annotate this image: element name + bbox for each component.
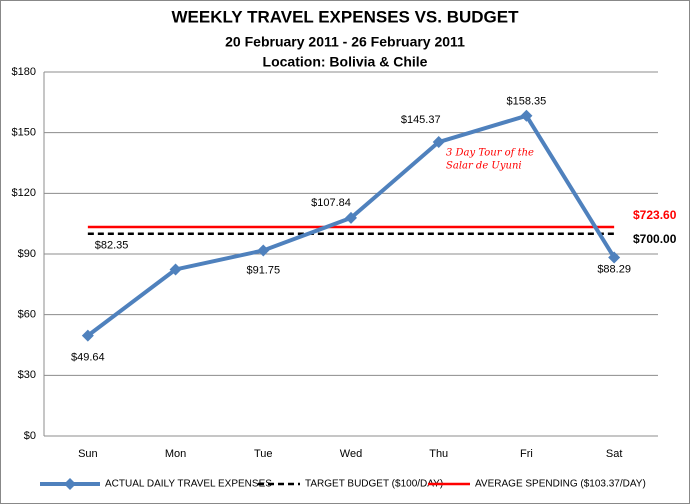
x-tick-label: Mon xyxy=(165,448,186,460)
chart-title: WEEKLY TRAVEL EXPENSES VS. BUDGET xyxy=(171,7,519,26)
x-tick-label: Fri xyxy=(520,448,533,460)
y-tick-label: $90 xyxy=(18,248,36,260)
annotation: Salar de Uyuni xyxy=(446,161,522,172)
y-tick-label: $60 xyxy=(18,309,36,321)
y-tick-label: $120 xyxy=(12,187,36,199)
x-tick-label: Wed xyxy=(340,448,362,460)
data-point xyxy=(257,244,270,257)
x-tick-label: Tue xyxy=(254,448,273,460)
y-tick-label: $180 xyxy=(12,66,36,78)
chart-subtitle: 20 February 2011 - 26 February 2011 xyxy=(225,34,465,50)
data-point xyxy=(520,109,533,122)
data-label: $158.35 xyxy=(507,96,547,108)
y-tick-label: $0 xyxy=(24,430,36,442)
data-label: $49.64 xyxy=(71,352,105,364)
data-label: $88.29 xyxy=(597,263,631,275)
data-point xyxy=(81,329,94,342)
data-point xyxy=(345,211,357,224)
data-point xyxy=(169,263,182,276)
data-point xyxy=(432,136,445,149)
annotation: 3 Day Tour of the xyxy=(446,148,534,159)
x-tick-label: Sun xyxy=(78,448,98,460)
legend-marker xyxy=(64,478,76,490)
data-label: $145.37 xyxy=(401,114,441,126)
x-tick-label: Thu xyxy=(429,448,448,460)
legend-label: AVERAGE SPENDING ($103.37/DAY) xyxy=(475,479,646,490)
data-label: $82.35 xyxy=(95,239,129,251)
legend-label: TARGET BUDGET ($100/DAY) xyxy=(305,479,443,490)
y-tick-label: $30 xyxy=(18,369,36,381)
y-tick-label: $150 xyxy=(12,127,36,139)
annotation: $723.60 xyxy=(633,208,677,222)
data-point xyxy=(608,251,621,264)
legend-label: ACTUAL DAILY TRAVEL EXPENSES xyxy=(105,479,272,490)
chart-subtitle: Location: Bolivia & Chile xyxy=(263,54,428,70)
data-label: $107.84 xyxy=(311,197,351,209)
annotation: $700.00 xyxy=(633,232,677,246)
x-tick-label: Sat xyxy=(606,448,623,460)
data-label: $91.75 xyxy=(246,264,280,276)
